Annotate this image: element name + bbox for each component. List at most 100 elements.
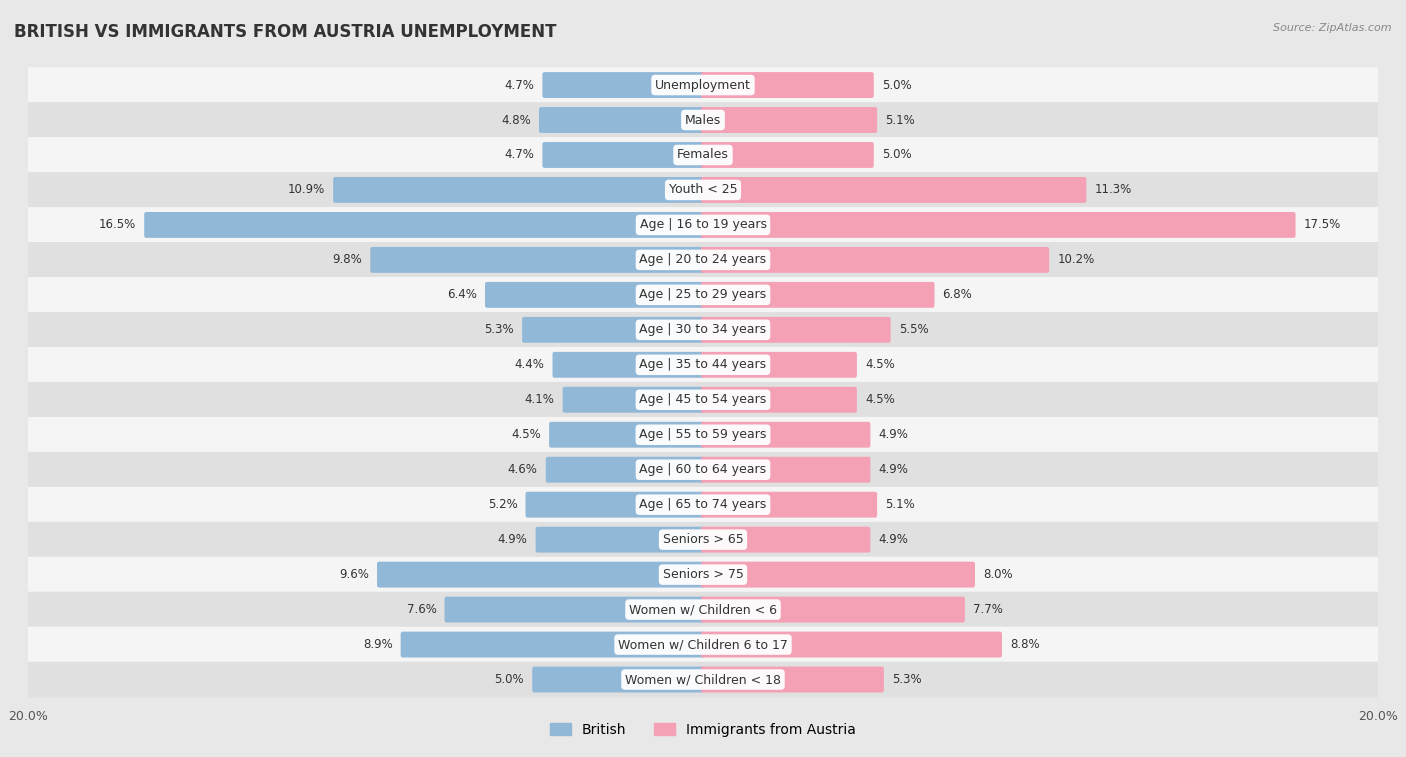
Text: 5.3%: 5.3% xyxy=(891,673,921,686)
Text: Age | 35 to 44 years: Age | 35 to 44 years xyxy=(640,358,766,371)
FancyBboxPatch shape xyxy=(145,212,704,238)
FancyBboxPatch shape xyxy=(543,72,704,98)
FancyBboxPatch shape xyxy=(25,557,1381,593)
FancyBboxPatch shape xyxy=(562,387,704,413)
FancyBboxPatch shape xyxy=(522,317,704,343)
FancyBboxPatch shape xyxy=(25,558,1381,591)
FancyBboxPatch shape xyxy=(702,562,974,587)
Text: Seniors > 65: Seniors > 65 xyxy=(662,533,744,546)
FancyBboxPatch shape xyxy=(702,492,877,518)
FancyBboxPatch shape xyxy=(401,631,704,658)
FancyBboxPatch shape xyxy=(25,383,1381,416)
FancyBboxPatch shape xyxy=(25,593,1381,626)
Text: 7.7%: 7.7% xyxy=(973,603,1002,616)
Text: Seniors > 75: Seniors > 75 xyxy=(662,568,744,581)
FancyBboxPatch shape xyxy=(25,522,1381,557)
FancyBboxPatch shape xyxy=(702,387,856,413)
Text: Unemployment: Unemployment xyxy=(655,79,751,92)
Text: Males: Males xyxy=(685,114,721,126)
Text: 7.6%: 7.6% xyxy=(406,603,436,616)
FancyBboxPatch shape xyxy=(25,139,1381,172)
Text: 16.5%: 16.5% xyxy=(98,219,136,232)
Text: 9.6%: 9.6% xyxy=(339,568,368,581)
Text: 4.5%: 4.5% xyxy=(865,358,894,371)
FancyBboxPatch shape xyxy=(25,628,1381,662)
FancyBboxPatch shape xyxy=(25,347,1381,382)
FancyBboxPatch shape xyxy=(25,137,1381,173)
FancyBboxPatch shape xyxy=(25,417,1381,453)
FancyBboxPatch shape xyxy=(702,597,965,622)
FancyBboxPatch shape xyxy=(25,418,1381,451)
FancyBboxPatch shape xyxy=(550,422,704,447)
Text: 4.8%: 4.8% xyxy=(501,114,531,126)
FancyBboxPatch shape xyxy=(25,313,1381,347)
Text: 10.9%: 10.9% xyxy=(288,183,325,197)
Text: 5.3%: 5.3% xyxy=(485,323,515,336)
FancyBboxPatch shape xyxy=(702,177,1087,203)
FancyBboxPatch shape xyxy=(25,662,1381,696)
Text: 8.8%: 8.8% xyxy=(1010,638,1039,651)
FancyBboxPatch shape xyxy=(702,667,884,693)
FancyBboxPatch shape xyxy=(702,107,877,133)
Text: 4.6%: 4.6% xyxy=(508,463,537,476)
Text: Source: ZipAtlas.com: Source: ZipAtlas.com xyxy=(1274,23,1392,33)
FancyBboxPatch shape xyxy=(485,282,704,308)
Text: 17.5%: 17.5% xyxy=(1303,219,1341,232)
FancyBboxPatch shape xyxy=(25,488,1381,522)
FancyBboxPatch shape xyxy=(553,352,704,378)
Text: Age | 60 to 64 years: Age | 60 to 64 years xyxy=(640,463,766,476)
FancyBboxPatch shape xyxy=(25,242,1381,278)
FancyBboxPatch shape xyxy=(702,142,873,168)
FancyBboxPatch shape xyxy=(702,212,1295,238)
FancyBboxPatch shape xyxy=(702,527,870,553)
FancyBboxPatch shape xyxy=(25,67,1381,103)
Text: 9.8%: 9.8% xyxy=(332,254,363,266)
FancyBboxPatch shape xyxy=(25,453,1381,487)
FancyBboxPatch shape xyxy=(25,627,1381,662)
FancyBboxPatch shape xyxy=(702,317,890,343)
FancyBboxPatch shape xyxy=(25,662,1381,697)
Text: 11.3%: 11.3% xyxy=(1094,183,1132,197)
Text: 10.2%: 10.2% xyxy=(1057,254,1094,266)
Text: Women w/ Children < 18: Women w/ Children < 18 xyxy=(626,673,780,686)
Text: 4.5%: 4.5% xyxy=(512,428,541,441)
Text: 6.4%: 6.4% xyxy=(447,288,477,301)
FancyBboxPatch shape xyxy=(702,422,870,447)
FancyBboxPatch shape xyxy=(25,487,1381,522)
FancyBboxPatch shape xyxy=(543,142,704,168)
Text: 4.1%: 4.1% xyxy=(524,394,554,407)
FancyBboxPatch shape xyxy=(538,107,704,133)
Text: 5.0%: 5.0% xyxy=(495,673,524,686)
FancyBboxPatch shape xyxy=(702,247,1049,273)
FancyBboxPatch shape xyxy=(546,456,704,483)
Text: 4.9%: 4.9% xyxy=(498,533,527,546)
FancyBboxPatch shape xyxy=(702,631,1002,658)
Text: 8.0%: 8.0% xyxy=(983,568,1012,581)
Text: 4.9%: 4.9% xyxy=(879,533,908,546)
FancyBboxPatch shape xyxy=(526,492,704,518)
FancyBboxPatch shape xyxy=(25,452,1381,488)
Text: 5.1%: 5.1% xyxy=(886,114,915,126)
Text: Females: Females xyxy=(678,148,728,161)
FancyBboxPatch shape xyxy=(377,562,704,587)
FancyBboxPatch shape xyxy=(333,177,704,203)
Text: Age | 20 to 24 years: Age | 20 to 24 years xyxy=(640,254,766,266)
FancyBboxPatch shape xyxy=(25,208,1381,241)
FancyBboxPatch shape xyxy=(370,247,704,273)
Text: Age | 25 to 29 years: Age | 25 to 29 years xyxy=(640,288,766,301)
FancyBboxPatch shape xyxy=(25,592,1381,628)
Text: BRITISH VS IMMIGRANTS FROM AUSTRIA UNEMPLOYMENT: BRITISH VS IMMIGRANTS FROM AUSTRIA UNEMP… xyxy=(14,23,557,41)
Text: 8.9%: 8.9% xyxy=(363,638,392,651)
Text: 5.1%: 5.1% xyxy=(886,498,915,511)
Text: 4.9%: 4.9% xyxy=(879,463,908,476)
Text: 5.0%: 5.0% xyxy=(882,148,911,161)
Text: Age | 55 to 59 years: Age | 55 to 59 years xyxy=(640,428,766,441)
FancyBboxPatch shape xyxy=(444,597,704,622)
FancyBboxPatch shape xyxy=(25,172,1381,207)
Text: 6.8%: 6.8% xyxy=(942,288,973,301)
Text: 5.2%: 5.2% xyxy=(488,498,517,511)
FancyBboxPatch shape xyxy=(702,456,870,483)
Text: Age | 30 to 34 years: Age | 30 to 34 years xyxy=(640,323,766,336)
FancyBboxPatch shape xyxy=(25,243,1381,276)
Text: Women w/ Children < 6: Women w/ Children < 6 xyxy=(628,603,778,616)
